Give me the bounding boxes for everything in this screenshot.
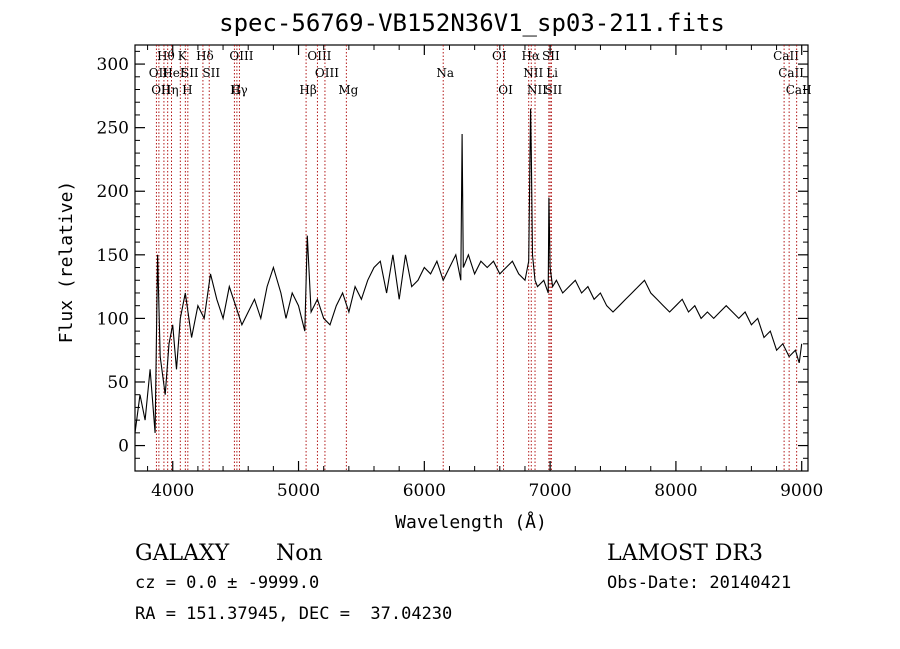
line-marker-label: SII bbox=[202, 66, 220, 80]
line-marker-label: Mg bbox=[338, 83, 358, 97]
y-tick-label: 200 bbox=[97, 182, 129, 202]
line-marker-label: OI bbox=[492, 49, 507, 63]
line-marker-label: CaII bbox=[773, 49, 799, 63]
line-marker-label: Hθ bbox=[157, 49, 175, 63]
line-marker-label: OIII bbox=[315, 66, 339, 80]
line-marker-label: H bbox=[182, 83, 192, 97]
line-marker-label: Hβ bbox=[299, 83, 316, 97]
line-marker-label: CaII bbox=[778, 66, 804, 80]
plot-frame bbox=[134, 44, 809, 472]
line-marker-label: OII bbox=[151, 83, 171, 97]
x-tick-label: 5000 bbox=[277, 481, 320, 501]
chart-title: spec-56769-VB152N36V1_sp03-211.fits bbox=[219, 9, 725, 37]
object-subclass: Non bbox=[276, 541, 323, 566]
line-marker-label: NII bbox=[523, 66, 543, 80]
object-class: GALAXY bbox=[135, 541, 230, 566]
line-marker-label: Hη bbox=[161, 83, 179, 97]
line-marker-label: Hα bbox=[521, 49, 540, 63]
y-axis-label: Flux (relative) bbox=[56, 181, 77, 344]
x-tick-label: 7000 bbox=[528, 481, 571, 501]
y-tick-label: 0 bbox=[118, 437, 129, 457]
y-tick-label: 50 bbox=[107, 373, 129, 393]
x-tick-label: 6000 bbox=[403, 481, 446, 501]
x-tick-label: 9000 bbox=[780, 481, 823, 501]
x-axis-label: Wavelength (Å) bbox=[395, 511, 547, 533]
line-marker-label: Hγ bbox=[230, 83, 248, 97]
line-marker-label: OI bbox=[498, 83, 513, 97]
y-tick-label: 250 bbox=[97, 119, 129, 139]
line-marker-label: Na bbox=[436, 66, 454, 80]
y-tick-label: 150 bbox=[97, 246, 129, 266]
line-marker-label: OIII bbox=[229, 49, 253, 63]
line-marker-label: SII bbox=[181, 66, 199, 80]
coordinates: RA = 151.37945, DEC = 37.04230 bbox=[135, 604, 452, 624]
line-marker-label: HeI bbox=[162, 66, 185, 80]
observation-date: Obs-Date: 20140421 bbox=[607, 573, 791, 593]
emission-line-markers: OIIOIIHθHηHeIKHSIIHδSIIGHγOIIIHβOIIIOIII… bbox=[149, 45, 812, 471]
survey-name: LAMOST DR3 bbox=[607, 541, 763, 566]
line-marker-label: Hδ bbox=[196, 49, 214, 63]
line-marker-label: G bbox=[232, 83, 242, 97]
y-tick-label: 300 bbox=[97, 55, 129, 75]
x-tick-label: 8000 bbox=[654, 481, 697, 501]
redshift-line: cz = 0.0 ± -9999.0 bbox=[135, 573, 319, 593]
line-marker-label: SII bbox=[545, 83, 563, 97]
spectrum-line bbox=[134, 108, 803, 433]
line-marker-label: CaII bbox=[786, 83, 812, 97]
x-tick-label: 4000 bbox=[151, 481, 194, 501]
axes: 4000 5000 6000 7000 8000 9000 0 50 100 150 200 250 3… bbox=[97, 45, 823, 501]
spectrum-series bbox=[134, 108, 803, 433]
line-marker-label: Li bbox=[546, 66, 558, 80]
line-marker-label: NII bbox=[527, 83, 547, 97]
line-marker-label: K bbox=[178, 49, 188, 63]
y-tick-label: 100 bbox=[97, 309, 129, 329]
line-marker-label: OIII bbox=[307, 49, 331, 63]
